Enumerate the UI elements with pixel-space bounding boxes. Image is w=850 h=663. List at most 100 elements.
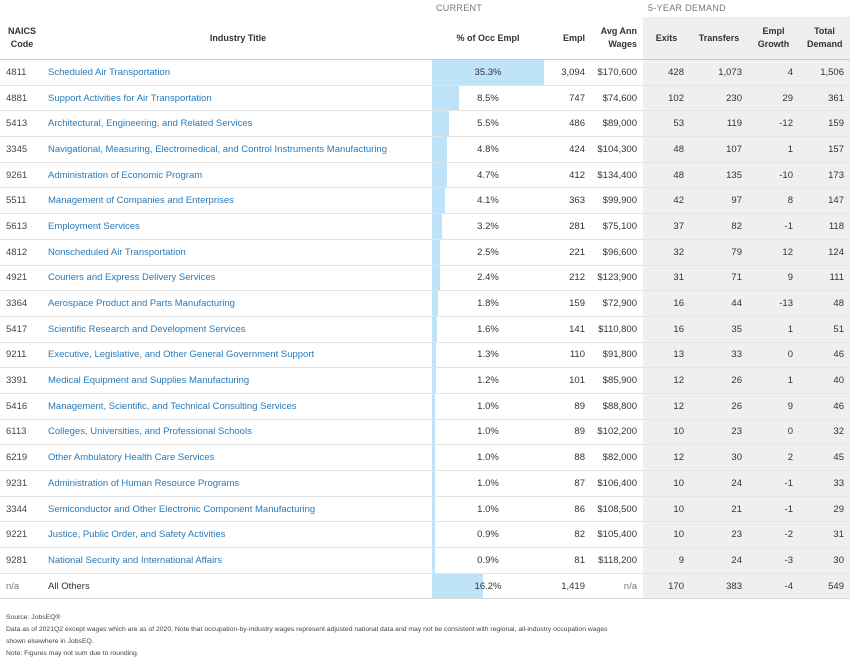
industry-title-link[interactable]: Colleges, Universities, and Professional… — [48, 426, 252, 438]
pct-bar — [432, 548, 435, 573]
col-header-naics-code[interactable]: NAICS Code — [0, 17, 44, 60]
pct-occ-empl-cell: 1.6% — [432, 316, 544, 343]
industry-title-link[interactable]: Nonscheduled Air Transportation — [48, 246, 186, 258]
pct-occ-empl-cell: 1.0% — [432, 419, 544, 446]
transfers-cell: 26 — [690, 367, 748, 394]
empl-growth-cell: 0 — [748, 419, 799, 446]
transfers-cell: 23 — [690, 521, 748, 549]
total-demand-cell: 111 — [799, 265, 850, 292]
total-demand-cell: 118 — [799, 213, 850, 240]
empl-growth-cell: -10 — [748, 162, 799, 189]
col-header-industry-title[interactable]: Industry Title — [44, 17, 432, 60]
industry-title-link[interactable]: Management, Scientific, and Technical Co… — [48, 400, 297, 412]
industry-title-link[interactable]: Administration of Economic Program — [48, 169, 203, 181]
total-demand-cell: 157 — [799, 136, 850, 163]
table-row: 4811 Scheduled Air Transportation 35.3% 3,0… — [0, 59, 850, 86]
col-header-total-demand[interactable]: Total Demand — [799, 17, 850, 60]
industry-title-text: All Others — [48, 580, 90, 592]
table-row: 3364 Aerospace Product and Parts Manufact… — [0, 290, 850, 317]
empl-cell: 424 — [544, 136, 591, 163]
pct-bar — [432, 445, 435, 470]
footnote-data-date: Data as of 2021Q2 except wages which are… — [6, 626, 608, 633]
empl-growth-cell: -1 — [748, 496, 799, 523]
pct-occ-empl-cell: 2.5% — [432, 239, 544, 266]
exits-cell: 48 — [643, 162, 690, 189]
industry-title-link[interactable]: Architectural, Engineering, and Related … — [48, 118, 253, 130]
naics-code-cell: 4921 — [0, 265, 44, 292]
empl-cell: 1,419 — [544, 573, 591, 600]
pct-bar — [432, 111, 449, 137]
pct-occ-empl-cell: 1.0% — [432, 393, 544, 420]
industry-title-link[interactable]: Management of Companies and Enterprises — [48, 195, 234, 207]
pct-bar — [432, 471, 435, 496]
transfers-cell: 79 — [690, 239, 748, 266]
total-demand-cell: 51 — [799, 316, 850, 343]
col-header-exits[interactable]: Exits — [643, 17, 690, 60]
industry-title-cell: Couriers and Express Delivery Services — [44, 265, 432, 292]
pct-bar — [432, 60, 544, 85]
industry-title-link[interactable]: Other Ambulatory Health Care Services — [48, 452, 215, 464]
table-row: 5511 Management of Companies and Enterpri… — [0, 187, 850, 215]
naics-code-cell: 5511 — [0, 187, 44, 215]
industry-title-link[interactable]: Executive, Legislative, and Other Genera… — [48, 349, 315, 361]
transfers-cell: 97 — [690, 187, 748, 215]
transfers-cell: 119 — [690, 110, 748, 138]
empl-growth-cell: 29 — [748, 85, 799, 112]
avg-ann-wages-cell: $104,300 — [591, 136, 643, 163]
footnote-data-date-cont: shown elsewhere in JobsEQ. — [6, 638, 94, 645]
empl-cell: 3,094 — [544, 59, 591, 86]
pct-label: 1.6% — [477, 323, 499, 335]
empl-cell: 141 — [544, 316, 591, 343]
industry-title-link[interactable]: Navigational, Measuring, Electromedical,… — [48, 143, 387, 155]
empl-cell: 89 — [544, 393, 591, 420]
avg-ann-wages-cell: $91,800 — [591, 342, 643, 369]
table-row: 4921 Couriers and Express Delivery Servic… — [0, 265, 850, 292]
naics-code-cell: 5613 — [0, 213, 44, 240]
industry-title-link[interactable]: Semiconductor and Other Electronic Compo… — [48, 503, 316, 515]
exits-cell: 16 — [643, 316, 690, 343]
table-row: 9261 Administration of Economic Program 4.… — [0, 162, 850, 189]
naics-code-cell: 4881 — [0, 85, 44, 112]
exits-cell: 31 — [643, 265, 690, 292]
pct-bar — [432, 316, 437, 342]
industry-title-link[interactable]: Aerospace Product and Parts Manufacturin… — [48, 298, 235, 310]
col-header-empl[interactable]: Empl — [544, 17, 591, 60]
total-demand-cell: 32 — [799, 419, 850, 446]
exits-cell: 16 — [643, 290, 690, 317]
pct-occ-empl-cell: 0.9% — [432, 521, 544, 549]
col-header-transfers[interactable]: Transfers — [690, 17, 748, 60]
pct-bar — [432, 496, 435, 522]
col-header-pct-occ-empl[interactable]: % of Occ Empl — [432, 17, 544, 60]
naics-code-cell: 5416 — [0, 393, 44, 420]
empl-cell: 281 — [544, 213, 591, 240]
industry-title-link[interactable]: Justice, Public Order, and Safety Activi… — [48, 529, 226, 541]
industry-title-link[interactable]: Employment Services — [48, 220, 140, 232]
pct-bar — [432, 137, 447, 162]
naics-code-cell: 6113 — [0, 419, 44, 446]
table-row: n/a All Others 16.2% 1,419 n/a 170 383 -4 549 — [0, 573, 850, 600]
exits-cell: 12 — [643, 393, 690, 420]
col-header-avg-ann-wages[interactable]: Avg Ann Wages — [591, 17, 643, 60]
industry-title-link[interactable]: Scheduled Air Transportation — [48, 66, 170, 78]
naics-code-cell: 9211 — [0, 342, 44, 369]
table-row: 9221 Justice, Public Order, and Safety Ac… — [0, 521, 850, 549]
pct-label: 1.2% — [477, 375, 499, 387]
avg-ann-wages-cell: $106,400 — [591, 470, 643, 497]
industry-title-link[interactable]: Medical Equipment and Supplies Manufactu… — [48, 375, 250, 387]
avg-ann-wages-cell: $85,900 — [591, 367, 643, 394]
industry-title-link[interactable]: Support Activities for Air Transportatio… — [48, 92, 212, 104]
industry-title-link[interactable]: Scientific Research and Development Serv… — [48, 323, 246, 335]
footnote-rounding: Note: Figures may not sum due to roundin… — [6, 650, 139, 657]
transfers-cell: 135 — [690, 162, 748, 189]
industry-title-link[interactable]: Administration of Human Resource Program… — [48, 477, 240, 489]
empl-growth-cell: 0 — [748, 342, 799, 369]
transfers-cell: 21 — [690, 496, 748, 523]
industry-title-link[interactable]: National Security and International Affa… — [48, 554, 223, 566]
empl-growth-cell: 1 — [748, 316, 799, 343]
industry-title-cell: Aerospace Product and Parts Manufacturin… — [44, 290, 432, 317]
industry-title-link[interactable]: Couriers and Express Delivery Services — [48, 272, 216, 284]
empl-cell: 88 — [544, 444, 591, 471]
industry-title-cell: Administration of Human Resource Program… — [44, 470, 432, 497]
avg-ann-wages-cell: $170,600 — [591, 59, 643, 86]
col-header-empl-growth[interactable]: Empl Growth — [748, 17, 799, 60]
